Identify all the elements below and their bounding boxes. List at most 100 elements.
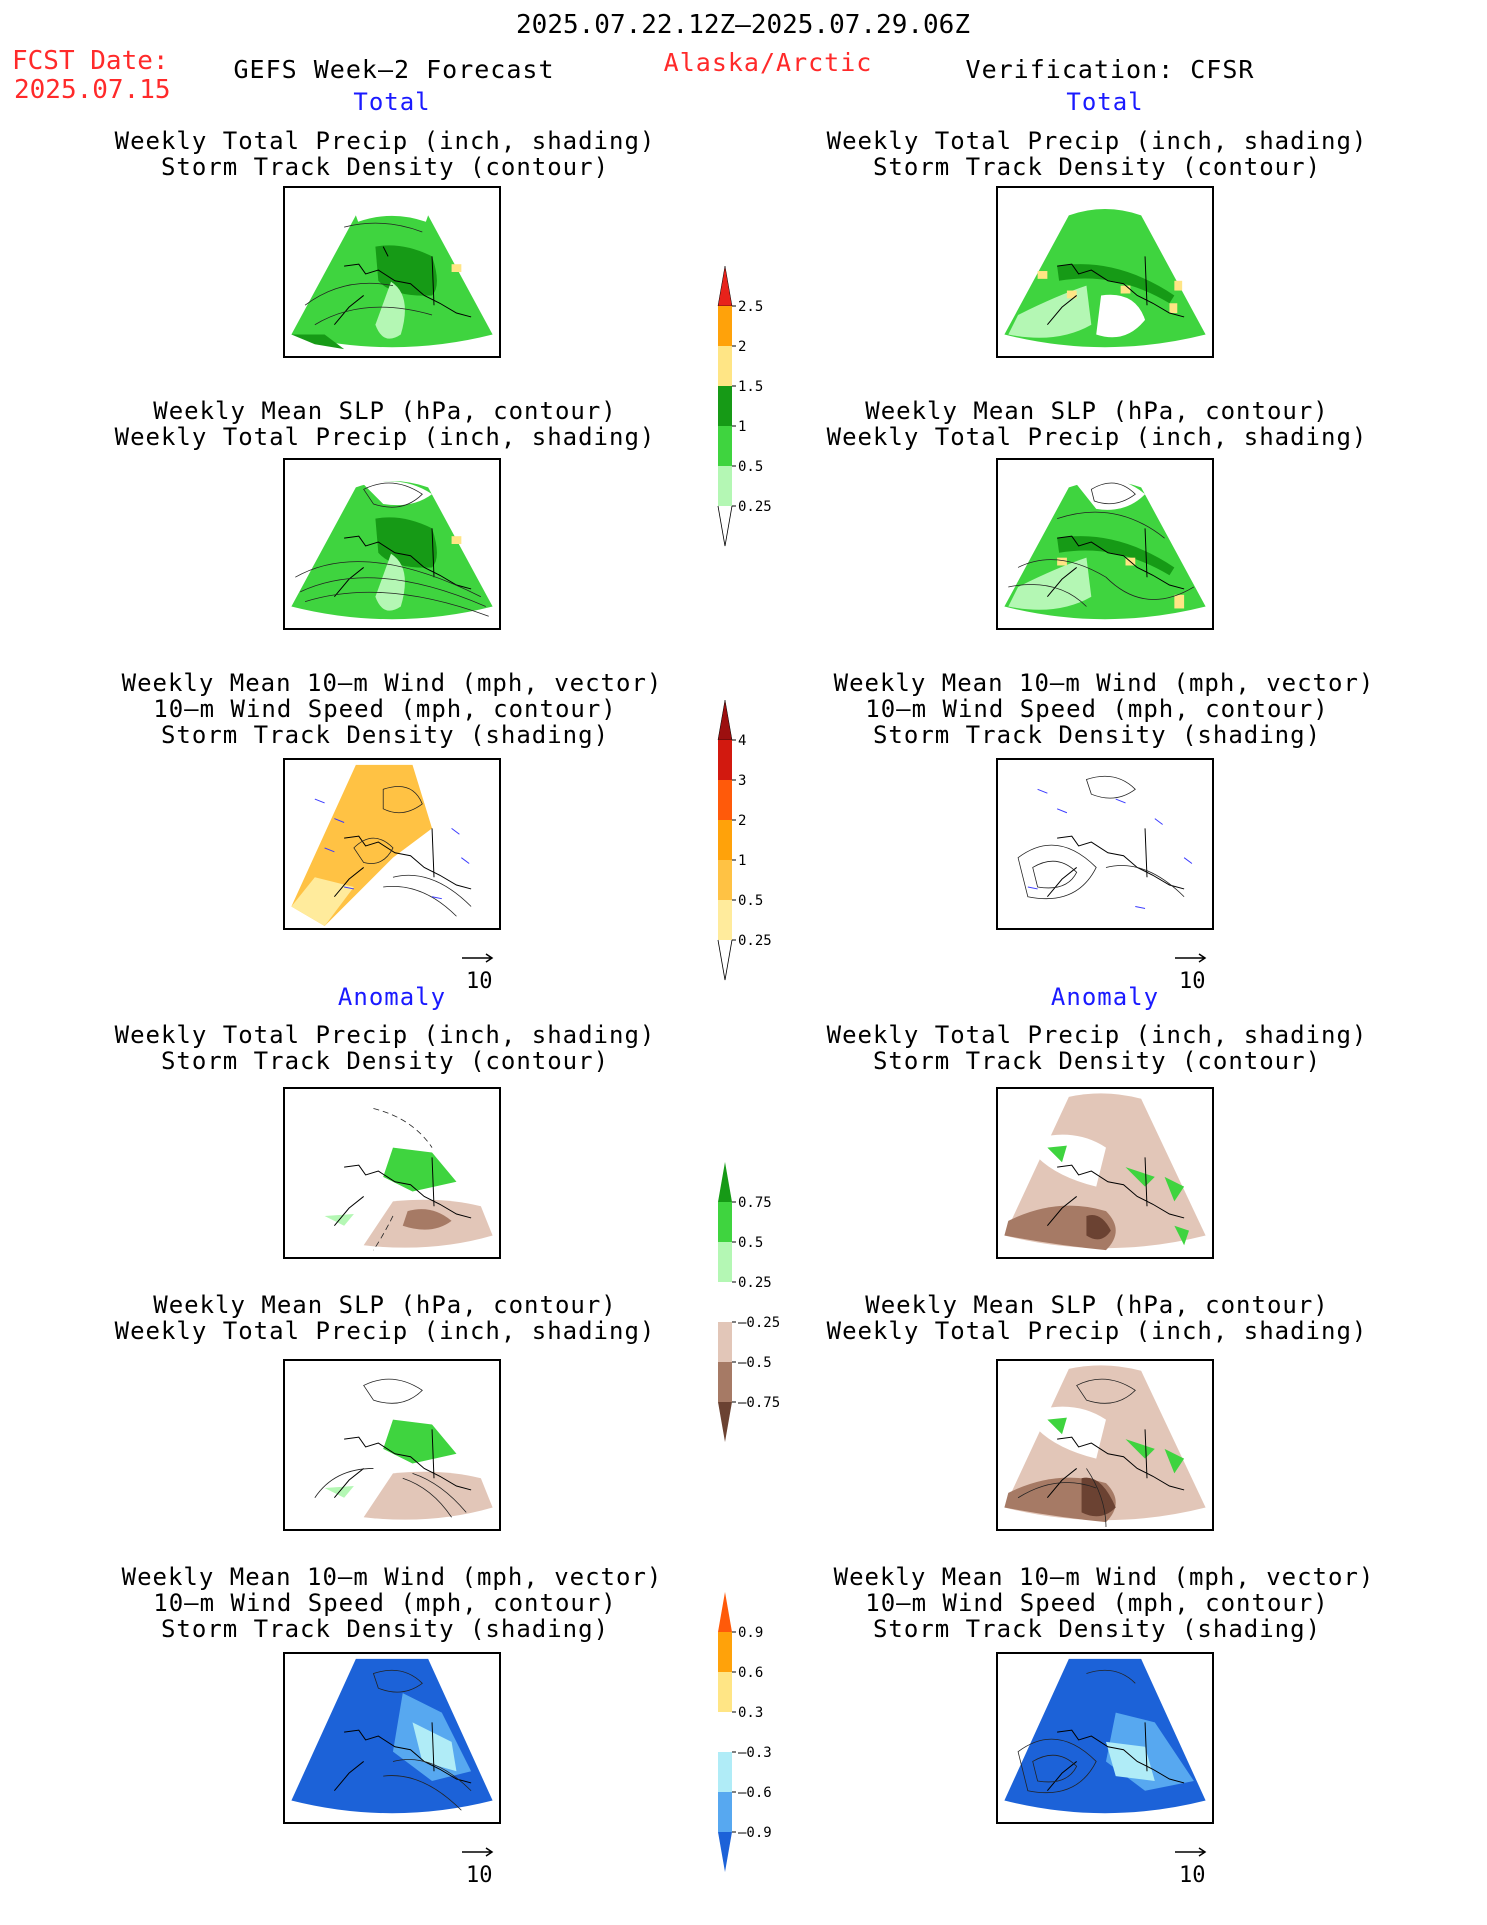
title-l2-line2: Weekly Total Precip (inch, shading) <box>114 423 656 451</box>
vector-reference-label: 10 <box>1179 969 1206 994</box>
section-total-right: Total <box>1066 88 1144 116</box>
title-r1-line1: Weekly Total Precip (inch, shading) <box>826 127 1368 155</box>
colorbar-tick-label: 0.3 <box>738 1705 763 1721</box>
arrow-right-icon <box>1175 1847 1207 1857</box>
vector-reference-anomaly-right: 10 <box>1175 1838 1209 1888</box>
colorbar-segment <box>718 306 732 346</box>
colorbar-tick-label: –0.9 <box>738 1825 772 1841</box>
title-l5-line1: Weekly Mean SLP (hPa, contour) <box>153 1291 617 1319</box>
colorbar-tick-label: 0.5 <box>738 1235 763 1251</box>
section-total-left: Total <box>353 88 431 116</box>
arrow-right-icon <box>462 1847 494 1857</box>
colorbar-tick-label: –0.3 <box>738 1745 772 1761</box>
date-range-title: 2025.07.22.12Z–2025.07.29.06Z <box>516 10 970 40</box>
title-l6-line1: Weekly Mean 10–m Wind (mph, vector) <box>121 1563 663 1591</box>
fcst-date-value: 2025.07.15 <box>14 75 171 105</box>
title-l4-line1: Weekly Total Precip (inch, shading) <box>114 1021 656 1049</box>
colorbar-segment <box>718 386 732 426</box>
colorbar-segment <box>718 1832 732 1872</box>
title-r6-line1: Weekly Mean 10–m Wind (mph, vector) <box>833 1563 1375 1591</box>
map-panel-total-wind-forecast <box>283 758 501 930</box>
colorbar-segment <box>718 1282 732 1322</box>
colorbar-segment <box>718 1242 732 1282</box>
title-l6-line2: 10–m Wind Speed (mph, contour) <box>153 1589 617 1617</box>
colorbar-graphic: 0.75 0.5 0.25 –0.25 –0.5 –0.75 <box>718 1162 780 1442</box>
colorbar-tick-label: 3 <box>738 773 746 789</box>
colorbar-anomaly-precip: 0.75 0.5 0.25 –0.25 –0.5 –0.75 <box>718 1162 798 1446</box>
title-r2-line1: Weekly Mean SLP (hPa, contour) <box>865 397 1329 425</box>
colorbar-segment <box>718 1792 732 1832</box>
colorbar-tick-label: 0.9 <box>738 1625 763 1641</box>
colorbar-tick-label: 2.5 <box>738 299 763 315</box>
colorbar-graphic: 0.9 0.6 0.3 –0.3 –0.6 –0.9 <box>718 1592 772 1872</box>
map-panel-total-wind-verification <box>996 758 1214 930</box>
colorbar-tick-label: 1 <box>738 419 746 435</box>
map-panel-total-slp-verification <box>996 458 1214 630</box>
colorbar-total-precip: 2.5 2 1.5 1 0.5 0.25 <box>717 265 798 550</box>
colorbar-segment <box>718 426 732 466</box>
title-l3-line1: Weekly Mean 10–m Wind (mph, vector) <box>121 669 663 697</box>
title-r5-line2: Weekly Total Precip (inch, shading) <box>826 1317 1368 1345</box>
colorbar-segment <box>718 740 732 780</box>
map-panel-anomaly-precip-forecast <box>283 1087 501 1259</box>
vector-reference-total-left: 10 <box>462 944 496 994</box>
title-r6-line2: 10–m Wind Speed (mph, contour) <box>865 1589 1329 1617</box>
title-r1-line2: Storm Track Density (contour) <box>872 153 1322 181</box>
map-panel-anomaly-wind-forecast <box>283 1652 501 1824</box>
colorbar-segment <box>718 1322 732 1362</box>
arrow-right-icon <box>462 953 494 963</box>
right-column-title: Verification: CFSR <box>965 55 1255 84</box>
colorbar-tick-label: –0.75 <box>738 1395 780 1411</box>
colorbar-tail <box>717 939 733 981</box>
colorbar-tick-label: 0.5 <box>738 459 763 475</box>
arrow-right-icon <box>1175 953 1207 963</box>
colorbar-segment <box>718 900 732 940</box>
colorbar-tick-label: 0.5 <box>738 893 763 909</box>
colorbar-segment <box>718 1202 732 1242</box>
colorbar-tick-label: 0.75 <box>738 1195 772 1211</box>
colorbar-tick-label: 1.5 <box>738 379 763 395</box>
title-l3-line3: Storm Track Density (shading) <box>160 721 610 749</box>
title-r3-line3: Storm Track Density (shading) <box>872 721 1322 749</box>
colorbar-tail <box>717 505 733 547</box>
colorbar-segment <box>718 820 732 860</box>
vector-reference-label: 10 <box>1179 1863 1206 1888</box>
title-r5-line1: Weekly Mean SLP (hPa, contour) <box>865 1291 1329 1319</box>
colorbar-segment <box>718 1592 732 1632</box>
colorbar-segment <box>718 1162 732 1202</box>
colorbar-total-storm-density: 4 3 2 1 0.5 0.25 <box>717 699 798 984</box>
map-panel-total-precip-forecast <box>283 186 501 358</box>
colorbar-segment <box>718 1362 732 1402</box>
colorbar-tick-label: 0.25 <box>738 933 772 949</box>
region-title: Alaska/Arctic <box>663 48 873 77</box>
colorbar-tick-label: 2 <box>738 339 746 355</box>
colorbar-segment <box>718 780 732 820</box>
title-r2-line2: Weekly Total Precip (inch, shading) <box>826 423 1368 451</box>
colorbar-anomaly-storm-density: 0.9 0.6 0.3 –0.3 –0.6 –0.9 <box>718 1592 798 1876</box>
colorbar-tick-label: –0.5 <box>738 1355 772 1371</box>
section-anomaly-right: Anomaly <box>1050 983 1160 1011</box>
vector-reference-label: 10 <box>466 969 493 994</box>
colorbar-segment <box>718 1752 732 1792</box>
colorbar-tick-label: 0.25 <box>738 1275 772 1291</box>
colorbar-tick-label: 2 <box>738 813 746 829</box>
fcst-date-label: FCST Date: <box>12 46 169 76</box>
colorbar-segment <box>718 346 732 386</box>
title-l4-line2: Storm Track Density (contour) <box>160 1047 610 1075</box>
colorbar-tick-label: –0.25 <box>738 1315 780 1331</box>
title-r3-line1: Weekly Mean 10–m Wind (mph, vector) <box>833 669 1375 697</box>
colorbar-tick-label: 1 <box>738 853 746 869</box>
map-panel-anomaly-wind-verification <box>996 1652 1214 1824</box>
title-r3-line2: 10–m Wind Speed (mph, contour) <box>865 695 1329 723</box>
vector-reference-label: 10 <box>466 1863 493 1888</box>
colorbar-segment <box>718 860 732 900</box>
title-l5-line2: Weekly Total Precip (inch, shading) <box>114 1317 656 1345</box>
colorbar-tick-label: 4 <box>738 733 746 749</box>
colorbar-tick-label: –0.6 <box>738 1785 772 1801</box>
colorbar-segment <box>718 1672 732 1712</box>
colorbar-segment <box>717 265 733 307</box>
colorbar-tick-label: 0.6 <box>738 1665 763 1681</box>
title-r4-line1: Weekly Total Precip (inch, shading) <box>826 1021 1368 1049</box>
vector-reference-total-right: 10 <box>1175 944 1209 994</box>
title-r4-line2: Storm Track Density (contour) <box>872 1047 1322 1075</box>
